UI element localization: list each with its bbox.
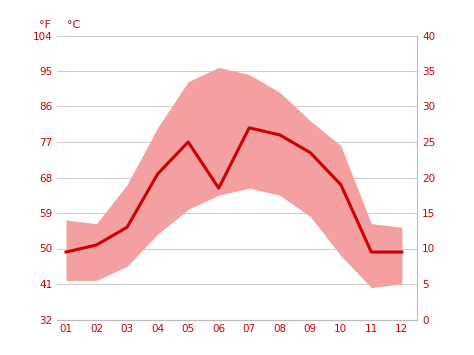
Text: °C: °C xyxy=(67,20,80,29)
Text: °F: °F xyxy=(39,20,51,29)
